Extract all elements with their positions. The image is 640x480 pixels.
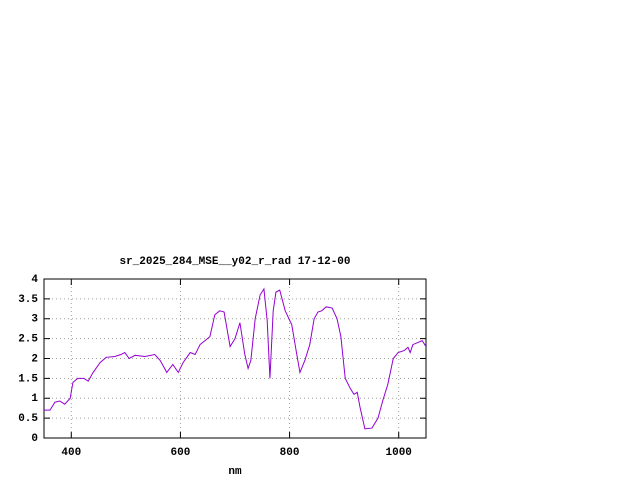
y-tick-label: 2 bbox=[31, 353, 38, 365]
y-tick-label: 2.5 bbox=[18, 334, 38, 346]
y-tick-label: 0.5 bbox=[18, 413, 38, 425]
y-tick-label: 0 bbox=[31, 433, 38, 445]
x-tick-label: 1000 bbox=[386, 447, 412, 459]
x-tick-label: 400 bbox=[61, 447, 81, 459]
y-tick-label: 1.5 bbox=[18, 373, 38, 385]
y-tick-label: 4 bbox=[31, 274, 38, 286]
y-tick-label: 3.5 bbox=[18, 294, 38, 306]
data-line bbox=[44, 287, 427, 430]
y-tick-label: 1 bbox=[31, 393, 38, 405]
y-tick-label: 3 bbox=[31, 314, 38, 326]
x-axis-label: nm bbox=[228, 466, 242, 478]
chart-title: sr_2025_284_MSE__y02_r_rad 17-12-00 bbox=[119, 256, 350, 268]
x-tick-label: 800 bbox=[280, 447, 300, 459]
x-tick-label: 600 bbox=[171, 447, 191, 459]
